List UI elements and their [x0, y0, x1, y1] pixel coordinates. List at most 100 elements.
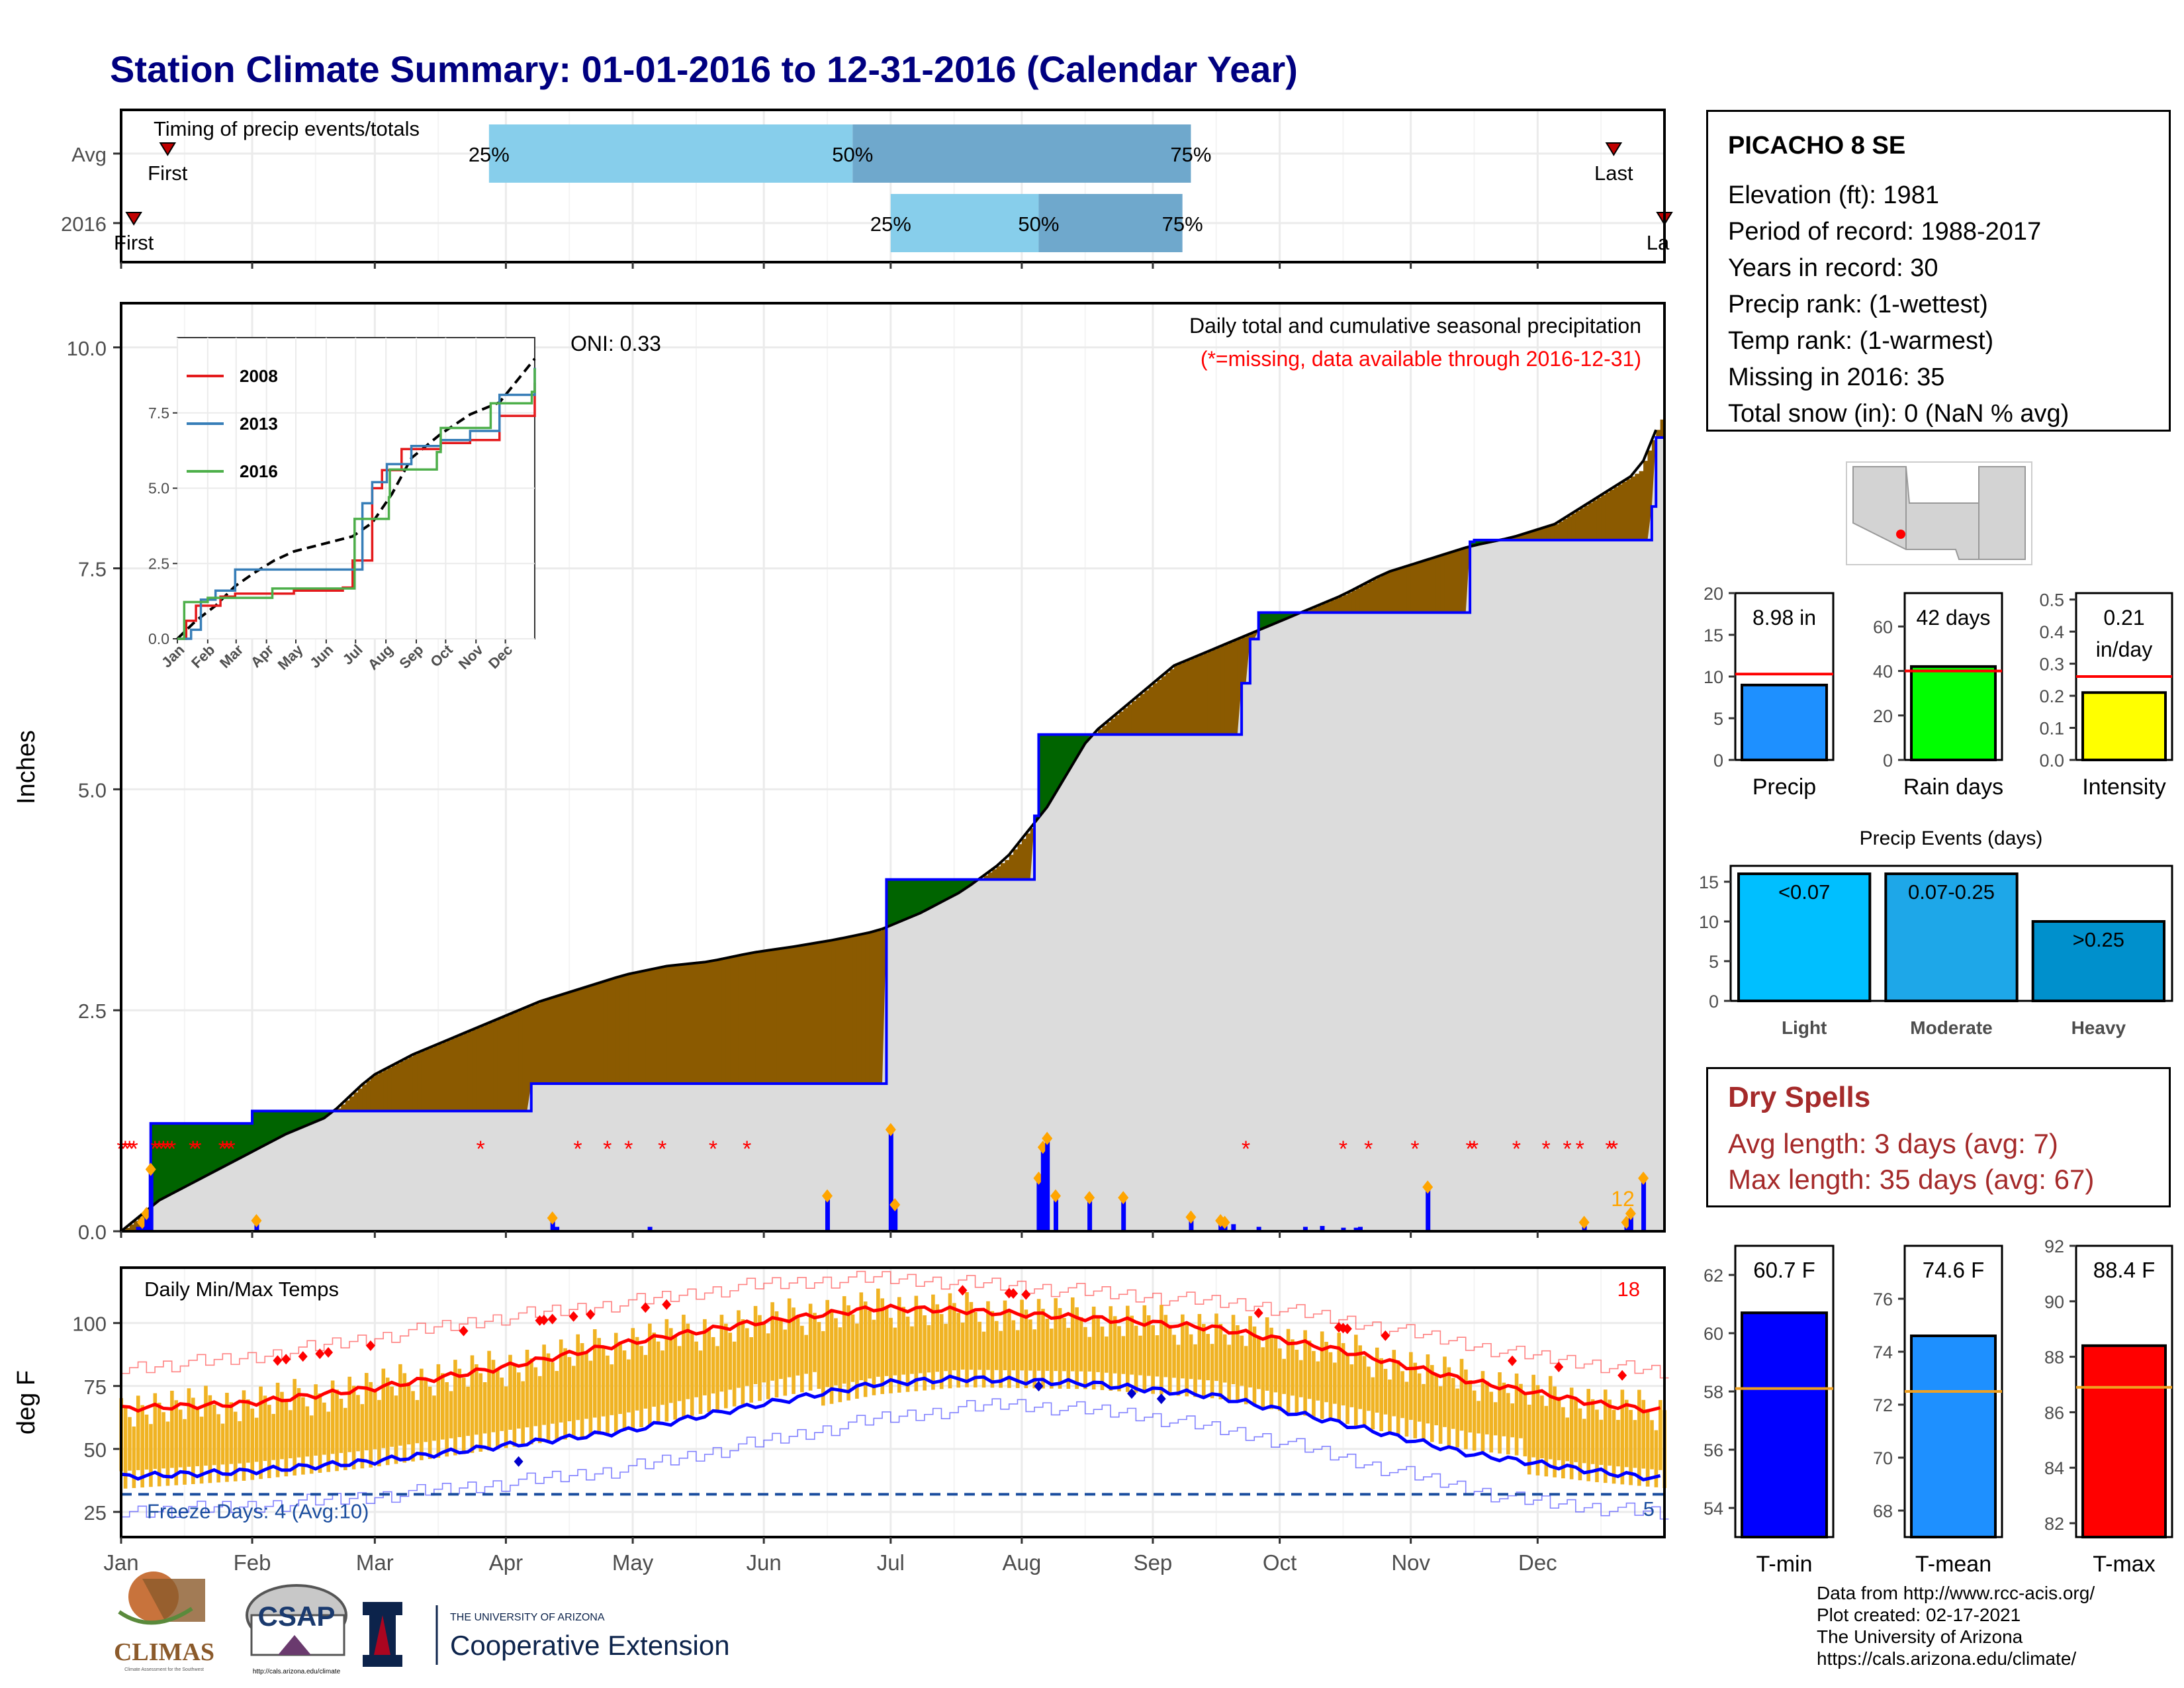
temps-daily-range-bar	[1227, 1344, 1231, 1401]
climas-logo: CLIMAS Climate Assessment for the Southw…	[114, 1571, 214, 1672]
temps-record-high-marker	[1507, 1355, 1517, 1366]
temps-daily-range-bar	[648, 1323, 652, 1426]
summary-panel-y-tick-label: 70	[1873, 1448, 1893, 1468]
temps-daily-range-bar	[1125, 1305, 1130, 1392]
precip-anomaly-ribbon	[1263, 612, 1268, 629]
precip-anomaly-ribbon	[654, 968, 659, 1084]
precip-daily-bar	[136, 1227, 141, 1231]
precip-anomaly-ribbon	[966, 879, 972, 888]
precip-anomaly-ribbon	[586, 986, 591, 1084]
precip-daily-bar	[888, 1129, 893, 1231]
summary-panel-y-tick-label: 76	[1873, 1289, 1893, 1309]
temps-daily-range-bar	[762, 1324, 766, 1383]
summary-panel-value-label: 88.4 F	[2093, 1258, 2156, 1282]
temps-daily-range-bar	[973, 1311, 978, 1387]
temps-daily-range-bar	[1291, 1339, 1295, 1396]
temps-record-low-marker	[1126, 1388, 1136, 1399]
precip-anomaly-ribbon	[1148, 686, 1154, 735]
summary-panel-value-label: 74.6 F	[1923, 1258, 1985, 1282]
temps-x-tick-label: Apr	[489, 1550, 523, 1575]
temps-daily-range-bar	[1201, 1324, 1206, 1398]
precip-anomaly-ribbon	[1191, 658, 1196, 735]
precip-anomaly-ribbon	[1106, 722, 1111, 735]
precip-anomaly-ribbon	[933, 879, 938, 907]
temps-daily-range-bar	[897, 1297, 901, 1393]
csap-logo-text: CSAP	[258, 1601, 336, 1632]
temps-daily-range-bar	[1328, 1352, 1333, 1421]
station-total-snow: Total snow (in): 0 (NaN % avg)	[1728, 400, 2070, 428]
precip-anomaly-ribbon	[996, 866, 1001, 880]
precip-anomaly-ribbon	[848, 937, 853, 1084]
temps-daily-range-bar	[402, 1373, 407, 1463]
precip-anomaly-ribbon	[615, 977, 621, 1084]
precip-missing-marker: *	[1465, 1137, 1474, 1162]
precip-daily-marker	[1185, 1210, 1197, 1224]
precip-anomaly-ribbon	[277, 1111, 283, 1139]
precip-anomaly-ribbon	[535, 1003, 541, 1084]
temps-daily-range-bar	[1396, 1360, 1400, 1435]
precip-daily-bar	[1121, 1197, 1126, 1231]
precip-daily-marker	[889, 1197, 901, 1211]
temps-daily-range-bar	[1358, 1345, 1362, 1409]
temps-daily-range-bar	[1011, 1320, 1016, 1371]
summary-panel-y-tick-label: 0.1	[2039, 719, 2064, 739]
precip-anomaly-ribbon	[1630, 476, 1635, 540]
precip-anomaly-ribbon	[1178, 663, 1183, 735]
temps-daily-range-bar	[923, 1315, 927, 1391]
temps-daily-range-bar	[656, 1341, 660, 1424]
precip-anomaly-ribbon	[1410, 565, 1416, 613]
precip-anomaly-ribbon	[1199, 655, 1205, 735]
precip-anomaly-ribbon	[1601, 494, 1606, 540]
temps-daily-range-bar	[132, 1426, 136, 1488]
temps-daily-range-bar	[225, 1393, 229, 1482]
temps-daily-range-bar	[965, 1291, 969, 1387]
dry-spells-title: Dry Spells	[1728, 1081, 1871, 1113]
precip-anomaly-ribbon	[624, 974, 629, 1084]
temps-daily-range-bar	[927, 1325, 931, 1373]
precip-missing-marker: *	[130, 1137, 138, 1162]
university-of-arizona-logo: THE UNIVERSITY OF ARIZONA Cooperative Ex…	[363, 1602, 730, 1667]
temps-daily-range-bar	[1349, 1364, 1354, 1407]
temps-daily-range-bar	[432, 1395, 436, 1441]
summary-panel-bar-precip	[1741, 683, 1828, 762]
precip-anomaly-ribbon	[514, 1011, 520, 1111]
temps-daily-range-bar	[1185, 1324, 1189, 1397]
temps-daily-range-bar	[1590, 1399, 1595, 1464]
temps-record-high-marker	[315, 1348, 325, 1360]
temps-daily-range-bar	[1193, 1344, 1197, 1397]
precip-anomaly-ribbon	[852, 936, 858, 1084]
precip-anomaly-ribbon	[159, 1123, 164, 1201]
temps-record-high-marker	[539, 1315, 549, 1326]
temps-daily-range-bar	[1252, 1326, 1257, 1406]
summary-panel-y-tick-label: 15	[1704, 626, 1723, 645]
dry-spells-box: Dry Spells Avg length: 3 days (avg: 7) M…	[1706, 1067, 2171, 1207]
precip-anomaly-ribbon	[552, 997, 557, 1084]
precip-anomaly-ribbon	[734, 956, 739, 1084]
precip-anomaly-ribbon	[619, 976, 625, 1084]
temps-daily-range-bar	[1527, 1404, 1531, 1475]
temps-daily-range-bar	[1548, 1376, 1553, 1460]
temps-daily-range-bar	[610, 1364, 614, 1415]
precip-anomaly-ribbon	[260, 1111, 265, 1148]
precip-anomaly-ribbon	[1279, 612, 1285, 622]
precip-anomaly-ribbon	[1318, 605, 1323, 613]
precip-missing-marker: *	[150, 1137, 159, 1162]
precip-average-line	[120, 429, 1658, 1233]
precip-anomaly-ribbon	[510, 1013, 515, 1111]
temps-daily-range-bar	[123, 1407, 128, 1489]
precip-missing-marker: *	[159, 1137, 167, 1162]
precip-missing-marker: *	[1610, 1137, 1618, 1162]
precip-daily-marker	[1422, 1180, 1433, 1194]
precip-anomaly-ribbon	[502, 1017, 507, 1111]
temps-daily-range-bar	[335, 1389, 339, 1472]
precip-anomaly-ribbon	[890, 879, 895, 926]
temps-daily-range-bar	[1113, 1316, 1117, 1374]
precip-anomaly-ribbon	[911, 879, 917, 917]
precip-anomaly-ribbon	[819, 942, 824, 1084]
temps-daily-range-bar	[1007, 1310, 1011, 1388]
summary-panel-y-tick-label: 0.0	[2039, 751, 2064, 771]
temps-daily-range-bar	[1337, 1333, 1342, 1423]
temps-daily-range-bar	[597, 1338, 601, 1435]
precip-anomaly-ribbon	[1351, 590, 1357, 613]
